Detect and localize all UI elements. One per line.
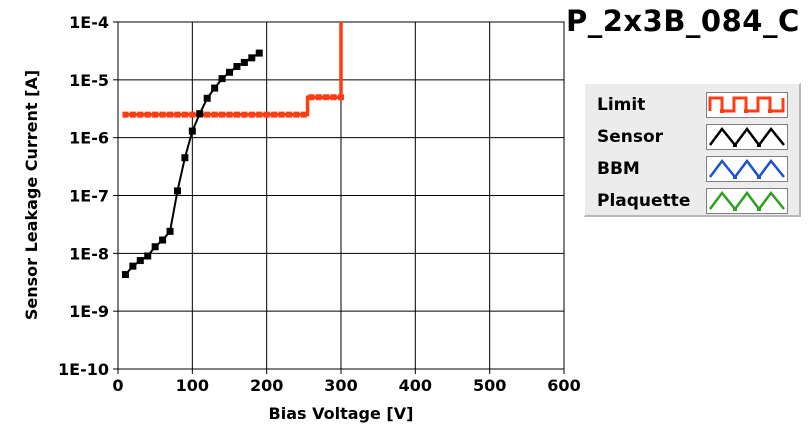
x-tick-label: 100 [176,376,209,395]
limit-point [300,111,307,118]
limit-point [219,111,226,118]
y-tick-label: 1E-4 [69,13,109,32]
limit-point [204,111,211,118]
sensor-point [166,227,174,235]
legend-swatch-limit [706,92,788,118]
limit-point [181,111,188,118]
legend-swatch-sensor [706,124,788,150]
legend-label-sensor: Sensor [597,127,664,147]
limit-point [323,94,330,101]
x-tick-label: 500 [473,376,506,395]
legend-swatch-plaquette [706,188,788,214]
legend: Limit Sensor BBM [584,83,801,217]
chart-title: P_2x3B_084_C [566,4,800,38]
triangle-wave-icon [709,126,785,148]
sensor-point [211,84,219,92]
limit-point [137,111,144,118]
sensor-point [233,63,241,71]
limit-point [129,111,136,118]
limit-point [293,111,300,118]
limit-point [315,94,322,101]
limit-point [271,111,278,118]
limit-point [152,111,159,118]
legend-label-bbm: BBM [597,159,640,179]
limit-point [263,111,270,118]
tick-labels: 0 100 200 300 400 500 600 1E-10 1E-9 1E-8 1E-7 1E-6… [58,13,581,395]
sensor-point [196,110,204,118]
x-tick-label: 200 [250,376,283,395]
x-tick-label: 400 [399,376,432,395]
y-tick-label: 1E-7 [69,187,109,206]
sensor-point [144,252,152,260]
x-axis-label: Bias Voltage [V] [269,404,414,423]
legend-swatch-bbm [706,156,788,182]
y-axis-label: Sensor Leakage Current [A] [22,70,41,320]
limit-point [226,111,233,118]
y-tick-label: 1E-5 [69,71,109,90]
sensor-point [173,187,181,195]
limit-point [189,111,196,118]
limit-point [308,94,315,101]
limit-point [256,111,263,118]
limit-point [211,111,218,118]
y-tick-label: 1E-8 [69,244,109,263]
legend-item-plaquette[interactable]: Plaquette [585,185,799,217]
legend-label-limit: Limit [597,95,646,115]
limit-point [233,111,240,118]
limit-point [338,94,344,101]
sensor-point [181,154,189,162]
legend-item-sensor[interactable]: Sensor [585,121,799,153]
series-group [121,22,344,279]
x-tick-label: 300 [324,376,357,395]
y-tick-label: 1E-9 [69,302,109,321]
limit-point [241,111,248,118]
limit-point [278,111,285,118]
legend-item-bbm[interactable]: BBM [585,153,799,185]
sensor-point [240,58,248,66]
limit-point [174,111,181,118]
limit-point [159,111,166,118]
sensor-point [226,68,233,76]
sensor-point [151,243,159,251]
legend-item-limit[interactable]: Limit [585,89,799,121]
limit-point [330,94,337,101]
limit-point [144,111,151,118]
limit-point [122,111,129,118]
sensor-point [121,271,129,279]
triangle-wave-icon [709,158,785,180]
y-tick-label: 1E-10 [58,360,109,379]
sensor-point [248,54,256,62]
sensor-point [255,49,263,57]
limit-point [167,111,174,118]
sensor-point [188,127,196,135]
x-tick-label: 0 [112,376,123,395]
sensor-point [129,262,137,270]
x-tick-label: 600 [547,376,580,395]
sensor-point [159,236,167,244]
y-tick-label: 1E-6 [69,129,109,148]
sensor-point [203,94,211,102]
sensor-point [218,75,226,83]
legend-label-plaquette: Plaquette [597,191,691,211]
limit-point [285,111,292,118]
sensor-point [136,257,144,265]
limit-point [248,111,255,118]
triangle-wave-icon [709,190,785,212]
square-wave-icon [708,96,785,113]
